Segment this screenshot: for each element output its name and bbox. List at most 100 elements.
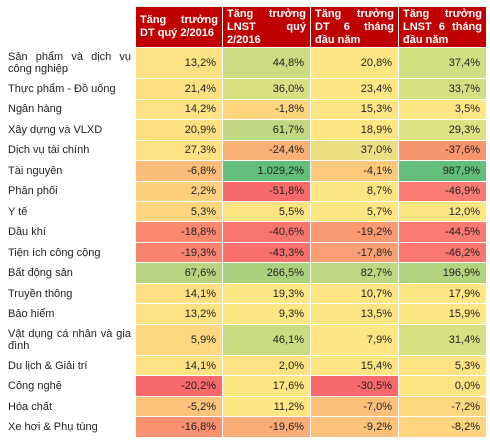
heatmap-cell: 44,8% xyxy=(222,48,310,79)
heatmap-cell: -4,1% xyxy=(310,161,398,181)
table-row: Truyền thông 14,1% 19,3% 10,7% 17,9% xyxy=(4,283,486,304)
heatmap-cell: 67,6% xyxy=(135,263,222,283)
heatmap-cell: -17,8% xyxy=(310,242,398,263)
heatmap-cell: -19,3% xyxy=(135,242,222,263)
heatmap-cell: 31,4% xyxy=(398,324,486,355)
table-row: Công nghệ -20,2% 17,6% -30,5% 0,0% xyxy=(4,376,486,396)
row-label: Du lịch & Giải trí xyxy=(4,355,135,376)
row-label: Dầu khí xyxy=(4,222,135,242)
row-label: Phân phối xyxy=(4,181,135,201)
table-row: Ngân hàng 14,2% -1,8% 15,3% 3,5% xyxy=(4,99,486,120)
heatmap-cell: -1,8% xyxy=(222,99,310,120)
heatmap-cell: 17,9% xyxy=(398,283,486,304)
heatmap-cell: 7,9% xyxy=(310,324,398,355)
heatmap-cell: 5,3% xyxy=(135,201,222,222)
table-row: Hóa chất -5,2% 11,2% -7,0% -7,2% xyxy=(4,396,486,417)
row-label: Tài nguyên xyxy=(4,161,135,181)
table-row: Bảo hiểm 13,2% 9,3% 13,5% 15,9% xyxy=(4,304,486,324)
row-label: Xe hơi & Phụ tùng xyxy=(4,417,135,437)
heatmap-cell: 0,0% xyxy=(398,376,486,396)
heatmap-cell: 23,4% xyxy=(310,79,398,99)
heatmap-cell: 17,6% xyxy=(222,376,310,396)
heatmap-cell: 10,7% xyxy=(310,283,398,304)
row-label: Vật dụng cá nhân và gia đình xyxy=(4,324,135,355)
heatmap-cell: 5,9% xyxy=(135,324,222,355)
table-row: Du lịch & Giải trí 14,1% 2,0% 15,4% 5,3% xyxy=(4,355,486,376)
heatmap-cell: 37,4% xyxy=(398,48,486,79)
heatmap-cell: 12,0% xyxy=(398,201,486,222)
row-label: Bảo hiểm xyxy=(4,304,135,324)
heatmap-cell: 266,5% xyxy=(222,263,310,283)
heatmap-cell: 15,4% xyxy=(310,355,398,376)
heatmap-cell: 46,1% xyxy=(222,324,310,355)
heatmap-table: Tăng trưởng DT quý 2/2016 Tăng trưởng LN… xyxy=(4,6,486,438)
heatmap-cell: -5,2% xyxy=(135,396,222,417)
heatmap-cell: -8,2% xyxy=(398,417,486,437)
row-label: Truyền thông xyxy=(4,283,135,304)
heatmap-cell: 29,3% xyxy=(398,120,486,140)
heatmap-cell: 13,5% xyxy=(310,304,398,324)
heatmap-cell: 11,2% xyxy=(222,396,310,417)
row-label: Thực phẩm - Đồ uống xyxy=(4,79,135,99)
heatmap-cell: 196,9% xyxy=(398,263,486,283)
heatmap-cell: -40,6% xyxy=(222,222,310,242)
heatmap-cell: 3,5% xyxy=(398,99,486,120)
heatmap-cell: 14,1% xyxy=(135,283,222,304)
heatmap-cell: 33,7% xyxy=(398,79,486,99)
heatmap-cell: 20,8% xyxy=(310,48,398,79)
heatmap-cell: -7,0% xyxy=(310,396,398,417)
heatmap-cell: -18,8% xyxy=(135,222,222,242)
heatmap-cell: 2,0% xyxy=(222,355,310,376)
row-label: Bất động sản xyxy=(4,263,135,283)
heatmap-cell: 15,3% xyxy=(310,99,398,120)
column-header: Tăng trưởng DT 6 tháng đầu năm xyxy=(310,7,398,47)
heatmap-cell: -44,5% xyxy=(398,222,486,242)
heatmap-cell: -20,2% xyxy=(135,376,222,396)
heatmap-cell: 37,0% xyxy=(310,140,398,161)
heatmap-cell: 21,4% xyxy=(135,79,222,99)
heatmap-cell: -30,5% xyxy=(310,376,398,396)
heatmap-cell: 5,3% xyxy=(398,355,486,376)
header-corner xyxy=(4,7,135,47)
heatmap-cell: -51,8% xyxy=(222,181,310,201)
heatmap-cell: -7,2% xyxy=(398,396,486,417)
column-header: Tăng trưởng LNST 6 tháng đầu năm xyxy=(398,7,486,47)
table-row: Dịch vụ tài chính 27,3% -24,4% 37,0% -37,6% xyxy=(4,140,486,161)
heatmap-cell: 987,9% xyxy=(398,161,486,181)
row-label: Công nghệ xyxy=(4,376,135,396)
heatmap-cell: 14,2% xyxy=(135,99,222,120)
heatmap-cell: 5,7% xyxy=(310,201,398,222)
table-row: Tiện ích công cộng -19,3% -43,3% -17,8% -46,… xyxy=(4,242,486,263)
column-header: Tăng trưởng LNST quý 2/2016 xyxy=(222,7,310,47)
table-row: Y tế 5,3% 5,5% 5,7% 12,0% xyxy=(4,201,486,222)
table-row: Sản phẩm và dịch vụ công nghiệp 13,2% 44,8… xyxy=(4,48,486,79)
heatmap-cell: 8,7% xyxy=(310,181,398,201)
heatmap-cell: 19,3% xyxy=(222,283,310,304)
row-label: Hóa chất xyxy=(4,396,135,417)
heatmap-cell: 27,3% xyxy=(135,140,222,161)
heatmap-cell: 9,3% xyxy=(222,304,310,324)
table-row: Dầu khí -18,8% -40,6% -19,2% -44,5% xyxy=(4,222,486,242)
row-label: Tiện ích công cộng xyxy=(4,242,135,263)
heatmap-cell: -16,8% xyxy=(135,417,222,437)
column-header: Tăng trưởng DT quý 2/2016 xyxy=(135,7,222,47)
row-label: Xây dựng và VLXD xyxy=(4,120,135,140)
heatmap-cell: -43,3% xyxy=(222,242,310,263)
table-row: Thực phẩm - Đồ uống 21,4% 36,0% 23,4% 33,7% xyxy=(4,79,486,99)
row-label: Ngân hàng xyxy=(4,99,135,120)
row-label: Y tế xyxy=(4,201,135,222)
heatmap-cell: 5,5% xyxy=(222,201,310,222)
heatmap-cell: 61,7% xyxy=(222,120,310,140)
heatmap-cell: 18,9% xyxy=(310,120,398,140)
heatmap-cell: -46,2% xyxy=(398,242,486,263)
table-row: Bất động sản 67,6% 266,5% 82,7% 196,9% xyxy=(4,263,486,283)
table-row: Xây dựng và VLXD 20,9% 61,7% 18,9% 29,3% xyxy=(4,120,486,140)
heatmap-body: Sản phẩm và dịch vụ công nghiệp 13,2% 44,8… xyxy=(4,48,486,437)
heatmap-cell: 14,1% xyxy=(135,355,222,376)
heatmap-cell: -19,6% xyxy=(222,417,310,437)
heatmap-cell: 13,2% xyxy=(135,48,222,79)
table-row: Xe hơi & Phụ tùng -16,8% -19,6% -9,2% -8,2% xyxy=(4,417,486,437)
table-row: Phân phối 2,2% -51,8% 8,7% -46,9% xyxy=(4,181,486,201)
heatmap-cell: -19,2% xyxy=(310,222,398,242)
